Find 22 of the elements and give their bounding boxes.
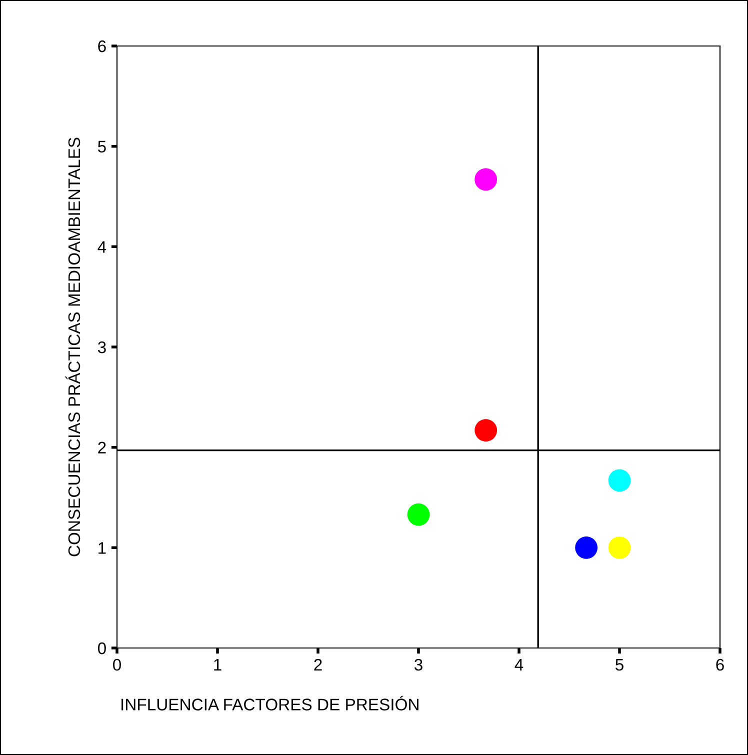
point [407, 503, 430, 526]
y-tick-label: 1 [98, 542, 106, 554]
x-tick-label: 3 [414, 658, 422, 671]
y-tick-label: 3 [98, 341, 106, 354]
x-tick-label: 0 [113, 658, 121, 671]
point [608, 469, 631, 492]
y-axis-title: CONSECUENCIAS PRÁCTICAS MEDIOAMBIENTALES [66, 138, 80, 556]
y-tick-label: 4 [98, 241, 106, 253]
point [575, 536, 598, 559]
y-tick-label: 2 [98, 442, 106, 454]
x-tick-label: 5 [616, 659, 624, 671]
x-tick-label: 2 [314, 658, 322, 670]
x-tick-label: 1 [214, 659, 222, 670]
x-tick-label: 6 [716, 658, 724, 671]
y-tick-label: 5 [98, 140, 106, 153]
y-tick-label: 6 [98, 40, 106, 52]
y-tick-label: 0 [98, 642, 106, 654]
point [474, 168, 498, 191]
point [608, 536, 631, 559]
x-tick-label: 4 [514, 659, 524, 670]
x-axis-title: INFLUENCIA FACTORES DE PRESIÓN [122, 696, 418, 710]
point [474, 419, 498, 442]
